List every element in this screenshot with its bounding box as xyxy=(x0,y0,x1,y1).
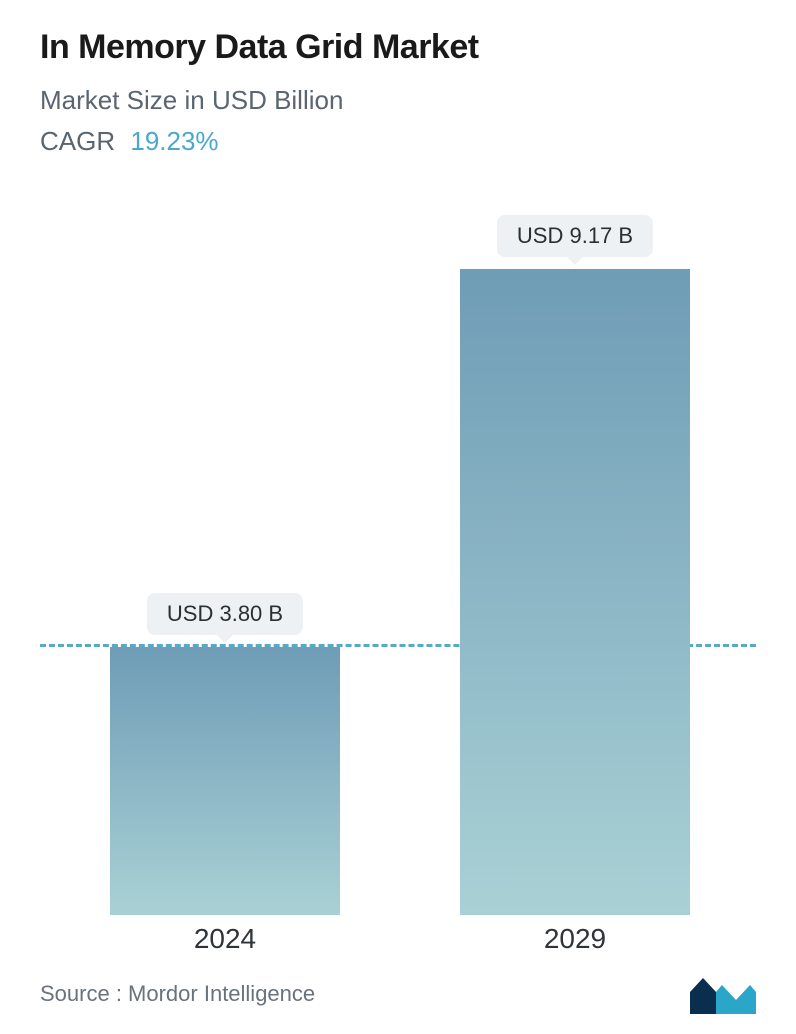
cagr-row: CAGR 19.23% xyxy=(40,126,756,157)
value-pill: USD 3.80 B xyxy=(147,593,303,635)
chart-footer: Source : Mordor Intelligence xyxy=(40,966,756,1014)
bar-slot: USD 9.17 B xyxy=(460,175,690,915)
chart-title: In Memory Data Grid Market xyxy=(40,28,756,67)
bar-slot: USD 3.80 B xyxy=(110,175,340,915)
chart-container: In Memory Data Grid Market Market Size i… xyxy=(0,0,796,1034)
chart-plot-area: USD 3.80 B USD 9.17 B xyxy=(40,175,756,915)
x-axis-label: 2024 xyxy=(110,923,340,955)
brand-logo xyxy=(690,974,756,1014)
cagr-label: CAGR xyxy=(40,126,115,156)
value-pill: USD 9.17 B xyxy=(497,215,653,257)
chart-wrap: USD 3.80 B USD 9.17 B 2024 2029 Source : M… xyxy=(40,175,756,1014)
bar xyxy=(110,647,340,915)
x-axis-label: 2029 xyxy=(460,923,690,955)
logo-icon xyxy=(690,974,756,1014)
bar xyxy=(460,269,690,915)
cagr-value: 19.23% xyxy=(130,126,218,156)
chart-subtitle: Market Size in USD Billion xyxy=(40,85,756,116)
source-text: Source : Mordor Intelligence xyxy=(40,981,315,1007)
